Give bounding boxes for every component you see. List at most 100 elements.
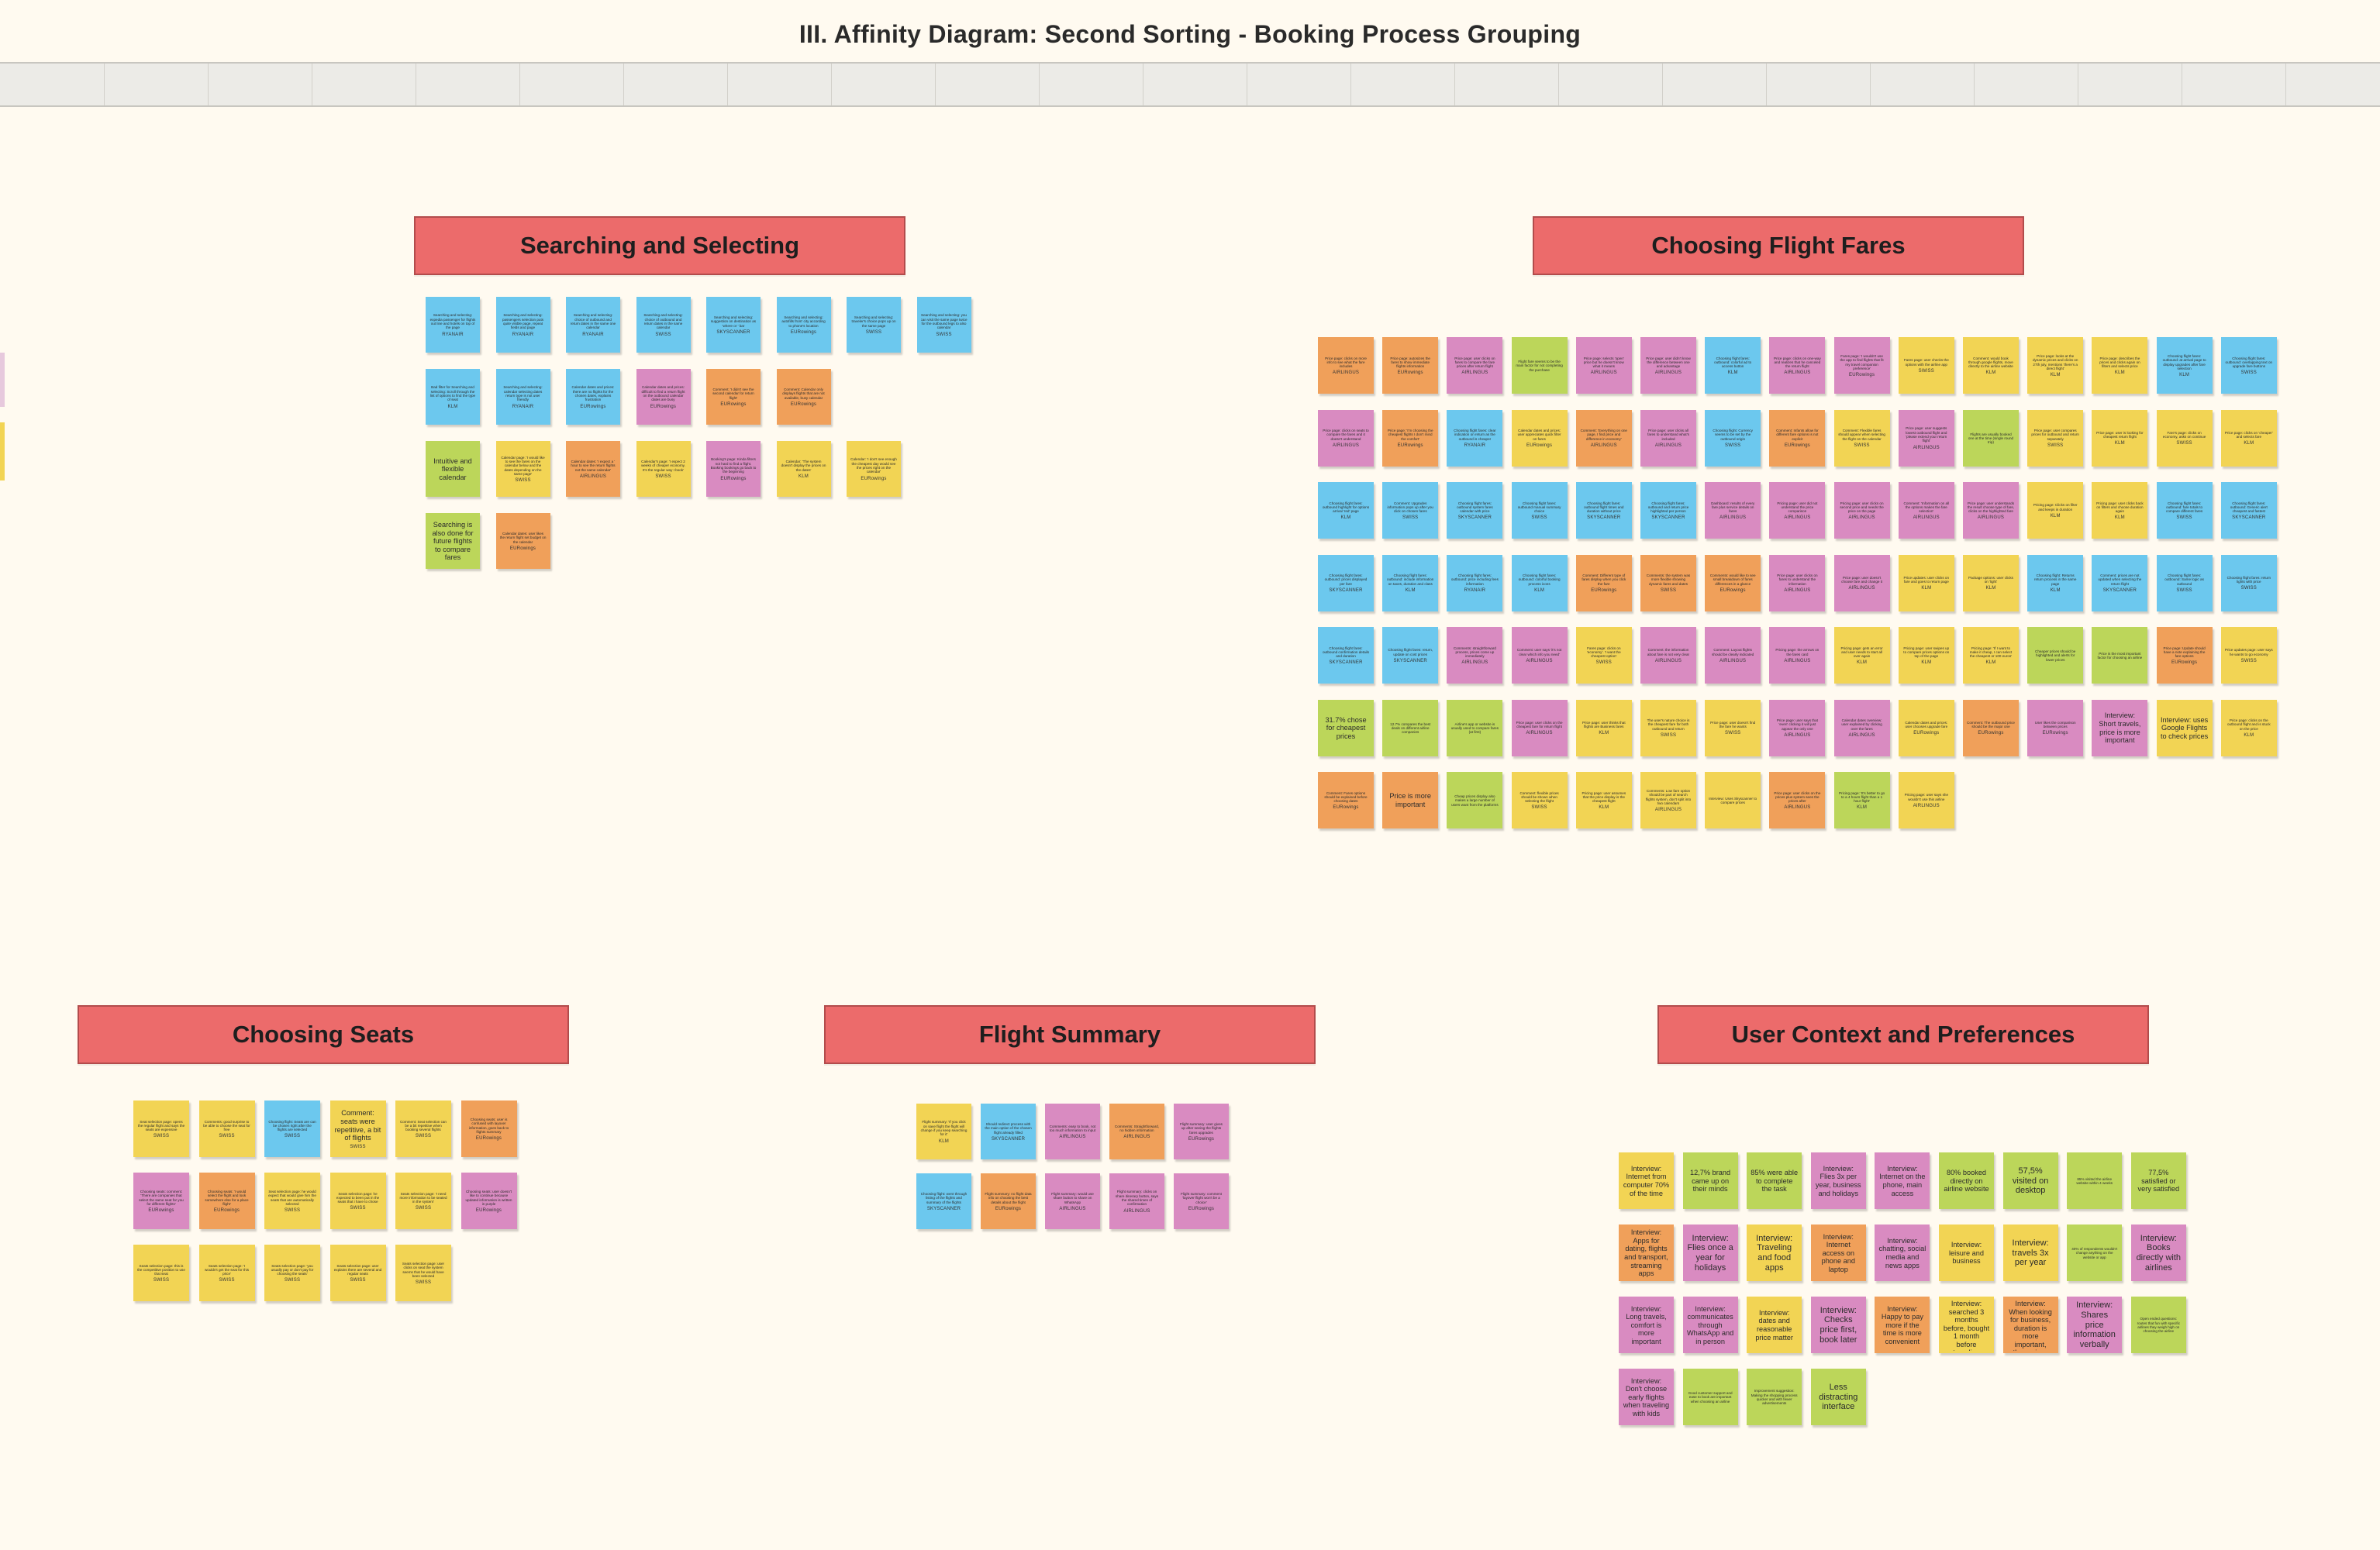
sticky-note[interactable]: Seat selection page: opens the regular f…	[133, 1100, 189, 1157]
sticky-note[interactable]: Choosing seats: comment: 'There are comp…	[133, 1173, 189, 1229]
sticky-note[interactable]: Cheap prices display also makes a large …	[1447, 772, 1503, 828]
sticky-note[interactable]: Interview: leisure and business	[1939, 1224, 1994, 1281]
sticky-note[interactable]: User likes the comparison between prices…	[2027, 699, 2084, 756]
sticky-note[interactable]: Pricing page: 'It's better to go to a 4 …	[1833, 772, 1890, 828]
sticky-note[interactable]: Comment: Different type of fares display…	[1575, 554, 1632, 611]
sticky-note[interactable]: Choosing flight fares: outbound: include…	[1382, 554, 1439, 611]
sticky-note[interactable]: Interview: Traveling and food apps	[1747, 1224, 1802, 1281]
sticky-note[interactable]: Choosing flight: went through listing of…	[916, 1173, 971, 1229]
sticky-note[interactable]: 31.7% chose for cheapest prices	[1318, 699, 1374, 756]
sticky-note[interactable]: Calendar's page: 'I expect 2 weeks of ch…	[636, 441, 691, 497]
sticky-note[interactable]: Interview: Internet from computer 70% of…	[1619, 1152, 1674, 1209]
sticky-note[interactable]: Comments: Straightforward, no hidden inf…	[1109, 1104, 1164, 1159]
sticky-note[interactable]: 85% were able to complete the task	[1747, 1152, 1802, 1209]
sticky-note[interactable]: Choosing flight fares: outbound: Generic…	[2220, 482, 2277, 539]
sticky-note[interactable]: Flights are usually booked one at the ti…	[1963, 409, 2019, 467]
sticky-note[interactable]: Pricing page: gets an error and user nee…	[1833, 627, 1890, 684]
sticky-note[interactable]: Choosing flight fares: outbound: fare to…	[2156, 482, 2213, 539]
sticky-note[interactable]: Price is more important	[1382, 772, 1439, 828]
sticky-note[interactable]: Interview: Apps for dating, flights and …	[1619, 1224, 1674, 1281]
sticky-note[interactable]: Price page: Update should have a note ex…	[2156, 627, 2213, 684]
sticky-note[interactable]: Pricing page: user clicks back on filter…	[2092, 482, 2148, 539]
sticky-note[interactable]: Price page: user understands the result …	[1963, 482, 2019, 539]
sticky-note[interactable]: Flight summary: user gives up after seei…	[1174, 1104, 1229, 1159]
sticky-note[interactable]: Choosing flight fares: outbound: overlap…	[2220, 337, 2277, 394]
sticky-note[interactable]: Comment: 'Information on all the options…	[1898, 482, 1954, 539]
sticky-note[interactable]: Price page: user suggests lowest outboun…	[1898, 409, 1954, 467]
sticky-note[interactable]: Searching and selecting: passengers sele…	[495, 297, 550, 353]
sticky-note[interactable]: Comments: Low fare option should be part…	[1640, 772, 1696, 828]
sticky-note[interactable]: Searching and selecting: calendar select…	[495, 369, 550, 425]
sticky-note[interactable]: Calendar dates: user likes the return fl…	[495, 513, 550, 569]
sticky-note[interactable]: Choosing seats: user is confused with la…	[460, 1100, 517, 1157]
sticky-note[interactable]: Seats selection page: 'you usually pay o…	[264, 1245, 320, 1301]
sticky-note[interactable]: Calendar: 'The system doesn't display th…	[776, 441, 831, 497]
sticky-note[interactable]: Comment: flexible prices should be shown…	[1511, 772, 1568, 828]
sticky-note[interactable]: Bad filter for Searching and selecting: …	[426, 369, 480, 425]
sticky-note[interactable]: Interview: Flies once a year for holiday…	[1682, 1224, 1738, 1281]
sticky-note[interactable]: Interview: Internet on the phone, main a…	[1875, 1152, 1930, 1209]
sticky-note[interactable]: Price page: autosizes the fares to show …	[1382, 337, 1439, 394]
sticky-note[interactable]: Choosing flight fares: outbound and retu…	[1640, 482, 1696, 539]
sticky-note[interactable]: Price page: user clicks on the cheapest …	[1511, 699, 1568, 756]
sticky-note[interactable]: Comment: 'Everything on one page, I find…	[1575, 409, 1632, 467]
sticky-note[interactable]: Interview: Internet access on phone and …	[1810, 1224, 1866, 1281]
sticky-note[interactable]: Choosing flight fares: outbound: at arri…	[2156, 337, 2213, 394]
sticky-note[interactable]: Intuitive and flexible calendar	[426, 441, 480, 497]
sticky-note[interactable]: Searching and selecting: you can visit t…	[916, 297, 971, 353]
sticky-note[interactable]: Flight summary: no flight data info on c…	[981, 1173, 1036, 1229]
sticky-note[interactable]: Price page: user didn't know the differe…	[1640, 337, 1696, 394]
sticky-note[interactable]: Choosing seats: 'I would select the flig…	[198, 1173, 255, 1229]
sticky-note[interactable]: Flight fare seems to be the main factor …	[1511, 337, 1568, 394]
sticky-note[interactable]: Price page: user clicks on fares to comp…	[1447, 337, 1503, 394]
sticky-note[interactable]: Pricing page: user swipes up to compare …	[1898, 627, 1954, 684]
sticky-note[interactable]: Calendar: 'I don't see enough the cheape…	[847, 441, 901, 497]
sticky-note[interactable]: Comment: The outbound price should be th…	[1963, 699, 2019, 756]
sticky-note[interactable]: Interview: When looking for business, du…	[2002, 1297, 2058, 1353]
sticky-note[interactable]: Searching and selecting: choice of outbo…	[566, 297, 620, 353]
sticky-note[interactable]: Interview: uses Google Flights to check …	[2156, 699, 2213, 756]
sticky-note[interactable]: Price page: user clicks all fares to und…	[1640, 409, 1696, 467]
sticky-note[interactable]: Flight summary: comment 'layover flight …	[1174, 1173, 1229, 1229]
sticky-note[interactable]: Good customer support and ease to book a…	[1682, 1369, 1738, 1425]
sticky-note[interactable]: Price page: user doesn't choose fare and…	[1833, 554, 1890, 611]
sticky-note[interactable]: Seats selection page: he expected to bee…	[329, 1173, 386, 1229]
sticky-note[interactable]: Price updates page: user says he wants t…	[2220, 627, 2277, 684]
sticky-note[interactable]: 77,5% satisfied or very satisfied	[2130, 1152, 2186, 1209]
sticky-note[interactable]: Pricing page: user clicks on second pric…	[1833, 482, 1890, 539]
sticky-note[interactable]: Comment: Seat selection can be a bit rep…	[395, 1100, 451, 1157]
sticky-note[interactable]: Searching and selecting: traveler's choi…	[847, 297, 901, 353]
sticky-note[interactable]: Price page: clicks on seats to compare t…	[1318, 409, 1374, 467]
sticky-note[interactable]: Price page: clicks on one-way and realiz…	[1769, 337, 1826, 394]
sticky-note[interactable]: Package options: user clicks on 'light' K…	[1963, 554, 2019, 611]
sticky-note[interactable]: 40% of respondents wouldn't change anyth…	[2067, 1224, 2123, 1281]
sticky-note[interactable]: Interview: Books directly with airlines	[2130, 1224, 2186, 1281]
sticky-note[interactable]: Should redirect process with the main op…	[981, 1104, 1036, 1159]
sticky-note[interactable]: Seat selection page: he would expect tha…	[264, 1173, 320, 1229]
sticky-note[interactable]: Price page: looks at the dynamic prices …	[2027, 337, 2084, 394]
sticky-note[interactable]: Price page: user clicks on fares to unde…	[1769, 554, 1826, 611]
sticky-note[interactable]: Calendar dates and prices: there are no …	[566, 369, 620, 425]
section-header-seats[interactable]: Choosing Seats	[78, 1005, 569, 1064]
sticky-note[interactable]: Dashboard: results of every fare plus se…	[1705, 482, 1761, 539]
sticky-note[interactable]: Price is the most important factor for c…	[2092, 627, 2148, 684]
sticky-note[interactable]: Comment: 'I didn't see the second calend…	[706, 369, 761, 425]
sticky-note[interactable]: Choosing flight fares: outbound: prices …	[1318, 554, 1374, 611]
sticky-note[interactable]: Choosing flight fares: outbound flight t…	[1575, 482, 1632, 539]
sticky-note[interactable]: Price page: selects 'open' price but he …	[1575, 337, 1632, 394]
sticky-note[interactable]: Calendar dates overview: user explained …	[1833, 699, 1890, 756]
sticky-note[interactable]: Interview: chatting, social media and ne…	[1875, 1224, 1930, 1281]
sticky-note[interactable]: Fares page: user checks the options with…	[1898, 337, 1954, 394]
sticky-note[interactable]: Comment: Flexible fares should appear wh…	[1833, 409, 1890, 467]
sticky-note[interactable]: Price page: clicks on more info to see w…	[1318, 337, 1374, 394]
sticky-note[interactable]: Choosing flight fares: outbound manual s…	[1511, 482, 1568, 539]
sticky-note[interactable]: Flight summary: clicks on share itinerar…	[1109, 1173, 1164, 1229]
sticky-note[interactable]: Choosing flight fares: outbound highligh…	[1318, 482, 1374, 539]
sticky-note[interactable]: Interview: Shares price information verb…	[2067, 1297, 2123, 1353]
sticky-note[interactable]: Interview: Uses Skyscanner to compare pr…	[1705, 772, 1761, 828]
sticky-note[interactable]: Comment: Infants allow for different far…	[1769, 409, 1826, 467]
sticky-note[interactable]: Calendar page: 'I would like to see the …	[495, 441, 550, 497]
sticky-note[interactable]: Searching is also done for future flight…	[426, 513, 480, 569]
sticky-note[interactable]: Price page: user thinks that flights are…	[1575, 699, 1632, 756]
sticky-note[interactable]: Interview: Long travels, comfort is more…	[1619, 1297, 1674, 1353]
